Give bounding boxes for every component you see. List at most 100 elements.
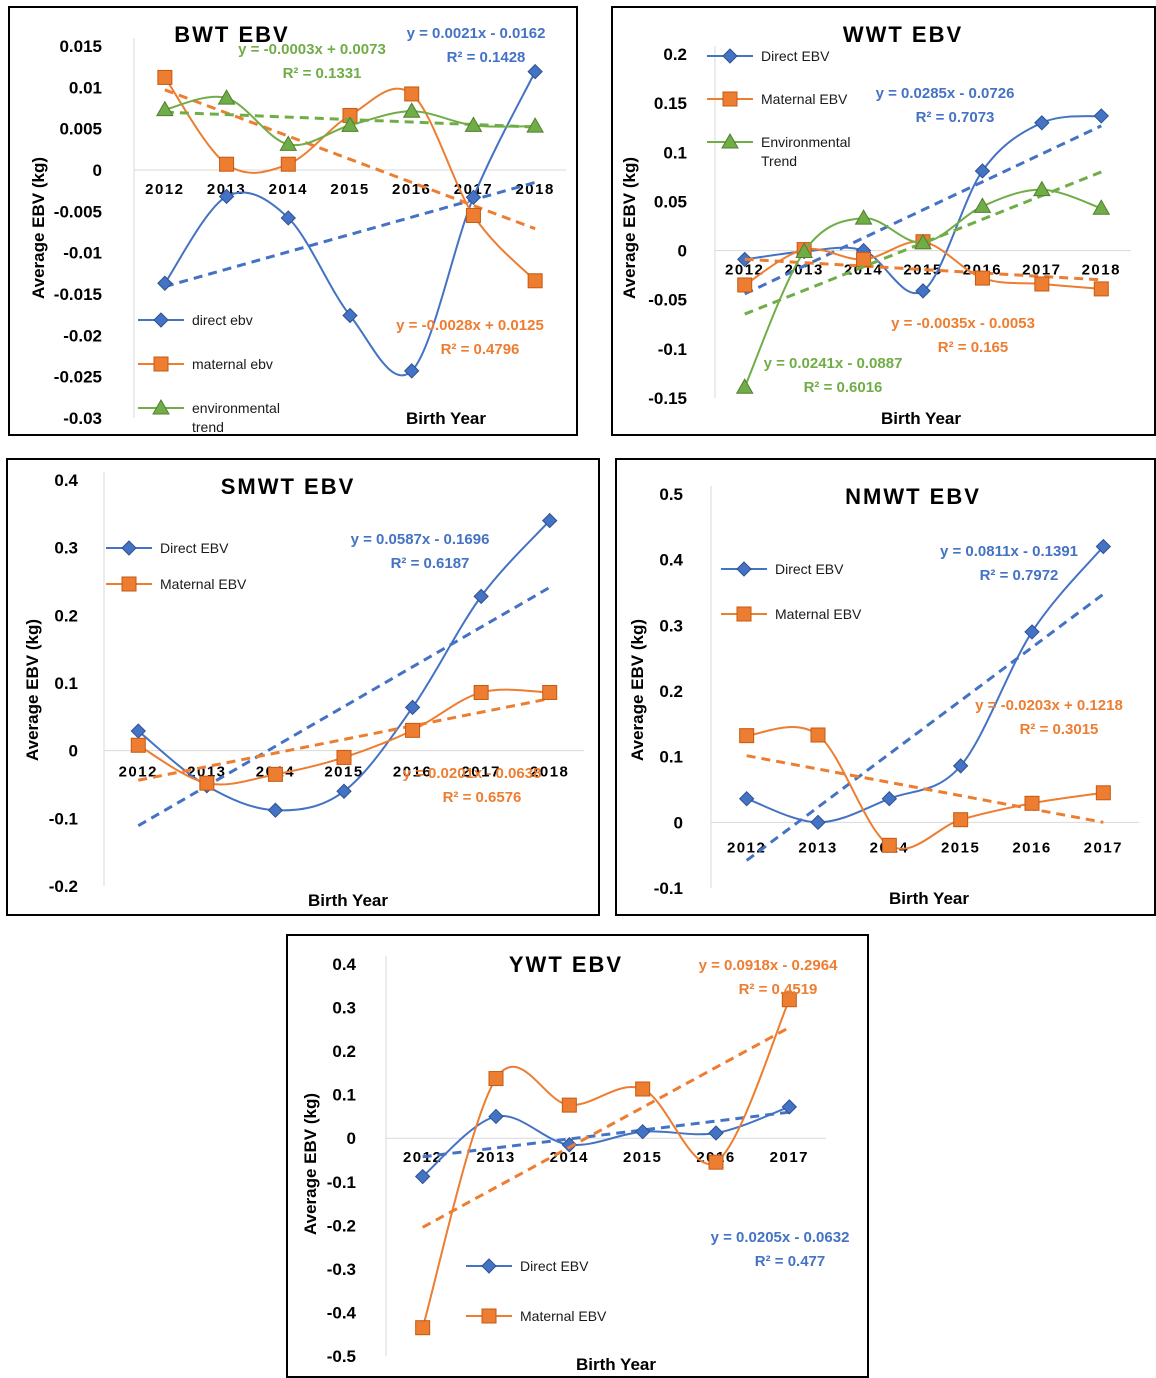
y-axis-label: Average EBV (kg) [29, 157, 48, 299]
y-tick-label: -0.1 [327, 1173, 356, 1192]
maternal-data-point [1093, 281, 1109, 297]
y-tick-label: 0 [69, 742, 78, 761]
maternal-data-point [737, 277, 753, 293]
direct-data-point [267, 802, 284, 818]
direct-legend-marker [121, 540, 137, 556]
y-axis-label: Average EBV (kg) [620, 157, 639, 299]
y-tick-label: -0.01 [63, 244, 102, 263]
maternal-series-line [421, 999, 791, 1328]
direct-legend-label: Direct EBV [761, 48, 830, 64]
direct-data-point [810, 814, 826, 831]
maternal-data-point [781, 992, 797, 1008]
chart-title: SMWT EBV [221, 474, 356, 499]
maternal-legend-marker [736, 606, 752, 622]
maternal-trend-equation: y = 0.0201x - 0.0638 [403, 765, 542, 782]
y-tick-label: -0.2 [49, 877, 78, 896]
chart-title: BWT EBV [174, 22, 289, 47]
environmental-legend-marker [152, 398, 170, 415]
direct-data-point [473, 588, 489, 605]
maternal-data-point [881, 837, 897, 853]
environmental-data-point [735, 378, 754, 394]
direct-trend-equation: y = 0.0021x - 0.0162 [407, 25, 546, 42]
environmental-legend-marker [721, 132, 739, 149]
environmental-data-point [526, 117, 545, 133]
x-axis-label: Birth Year [889, 889, 969, 908]
maternal-data-point [527, 273, 543, 289]
x-tick-label: 2012 [119, 764, 158, 781]
x-tick-label: 2015 [330, 181, 369, 198]
x-tick-label: 2017 [454, 181, 493, 198]
x-tick-label: 2015 [324, 764, 363, 781]
chart-svg: NMWT EBV Average EBV (kg) 0.5 0.4 0.3 0.2 0.1 0… [628, 484, 1139, 908]
maternal-data-point [953, 812, 969, 828]
y-tick-label: 0.3 [332, 999, 356, 1018]
maternal-legend-marker [722, 91, 738, 107]
direct-data-point [414, 1168, 431, 1185]
direct-data-point [708, 1125, 724, 1141]
maternal-legend-label: Maternal EBV [520, 1308, 607, 1324]
maternal-trend-r2: R² = 0.165 [938, 339, 1008, 356]
x-tick-label: 2013 [476, 1149, 515, 1166]
maternal-data-point [415, 1320, 431, 1336]
direct-trend-r2: R² = 0.7972 [980, 567, 1059, 584]
direct-data-point [542, 512, 558, 529]
maternal-data-point [465, 207, 481, 223]
maternal-legend-label: Maternal EBV [761, 91, 848, 107]
maternal-data-point [267, 766, 283, 782]
environmental-legend-label: Environmental [761, 134, 851, 150]
x-tick-label: 2017 [461, 764, 500, 781]
maternal-trend-r2: R² = 0.4796 [441, 341, 520, 358]
direct-trendline [744, 124, 1102, 296]
direct-data-point [561, 1137, 578, 1153]
y-tick-label: -0.03 [63, 409, 102, 428]
y-axis-label: Average EBV (kg) [23, 619, 42, 761]
direct-trend-equation: y = 0.0205x - 0.0632 [711, 1229, 850, 1246]
environmental-legend-label: environmental [192, 400, 280, 416]
direct-legend-label: Direct EBV [160, 540, 229, 556]
y-tick-label: 0.1 [659, 748, 683, 767]
ywt-ebv-chart-panel: YWT EBV Average EBV (kg) 0.4 0.3 0.2 0.1 0 -0.1… [286, 934, 869, 1378]
direct-data-point [404, 699, 421, 716]
maternal-data-point [739, 728, 755, 744]
direct-data-point [218, 188, 235, 205]
x-tick-label: 2014 [269, 181, 308, 198]
x-axis-label: Birth Year [576, 1355, 656, 1374]
x-tick-label: 2016 [1012, 839, 1051, 856]
maternal-trend-equation: y = -0.0035x - 0.0053 [891, 315, 1035, 332]
environmental-data-point [217, 89, 236, 105]
y-tick-label: -0.1 [654, 879, 683, 898]
maternal-data-point [708, 1154, 724, 1170]
direct-trend-r2: R² = 0.7073 [916, 109, 995, 126]
direct-trend-r2: R² = 0.6187 [391, 555, 470, 572]
direct-legend-marker [481, 1258, 497, 1274]
y-tick-label: 0.5 [659, 485, 683, 504]
direct-data-point [1095, 538, 1112, 555]
environmental-data-point [155, 100, 174, 117]
maternal-data-point [488, 1071, 504, 1087]
environmental-data-point [854, 209, 873, 225]
environmental-data-point [464, 116, 483, 132]
direct-trend-r2: R² = 0.477 [755, 1253, 825, 1270]
chart-title: WWT EBV [843, 22, 963, 47]
environmental-trend-equation: y = -0.0003x + 0.0073 [238, 41, 386, 58]
chart-title: YWT EBV [509, 952, 623, 977]
direct-legend-label: Direct EBV [775, 561, 844, 577]
y-tick-label: 0.15 [654, 94, 687, 113]
x-tick-label: 2016 [392, 181, 431, 198]
y-tick-label: -0.5 [327, 1347, 356, 1366]
maternal-data-point [810, 727, 826, 743]
maternal-data-point [561, 1097, 577, 1113]
x-tick-label: 2018 [530, 764, 569, 781]
maternal-trendline [137, 697, 551, 782]
x-tick-label: 2018 [1082, 262, 1121, 279]
maternal-data-point [404, 86, 420, 102]
chart-svg: YWT EBV Average EBV (kg) 0.4 0.3 0.2 0.1 0 -0.1… [301, 952, 850, 1374]
nmwt-ebv-chart-panel: NMWT EBV Average EBV (kg) 0.5 0.4 0.3 0.2 0.1 0… [615, 458, 1156, 916]
y-tick-label: 0.05 [654, 192, 687, 211]
direct-trend-equation: y = 0.0285x - 0.0726 [876, 85, 1015, 102]
direct-legend-marker [153, 312, 169, 328]
maternal-data-point [130, 737, 146, 753]
maternal-series-line [164, 76, 536, 282]
maternal-data-point [542, 684, 558, 700]
y-tick-label: 0.2 [663, 45, 687, 64]
